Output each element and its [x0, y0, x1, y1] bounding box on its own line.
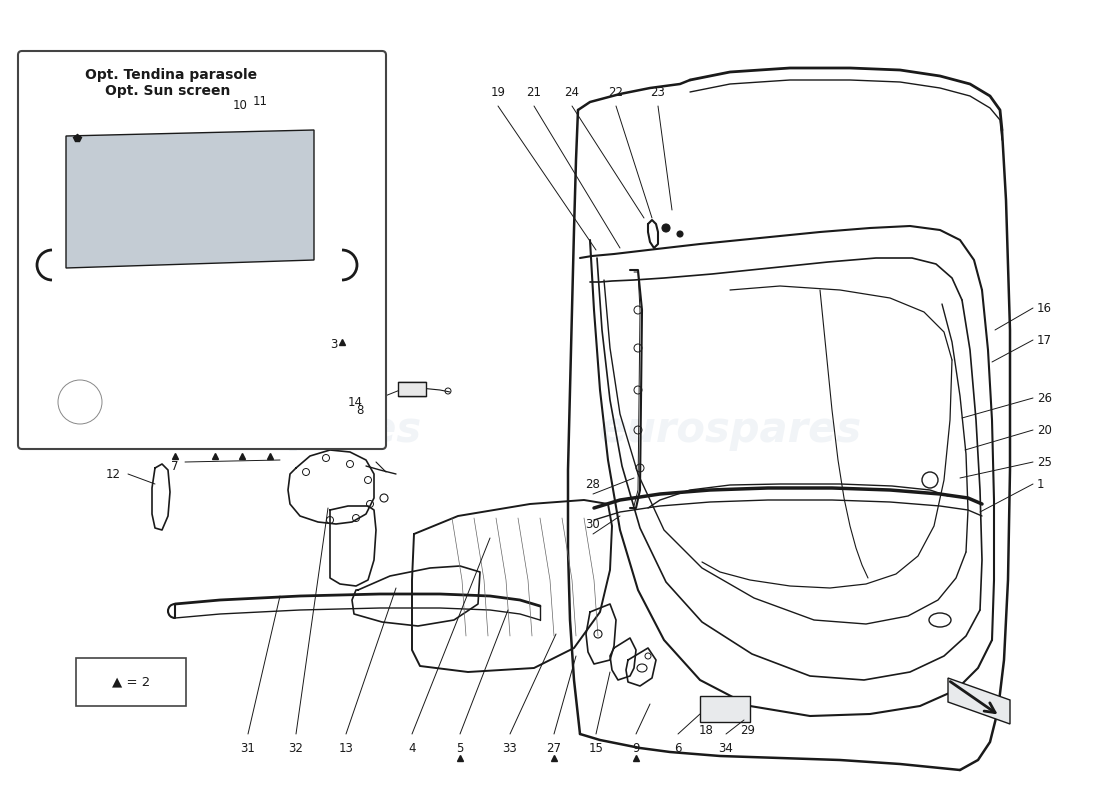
Text: 30: 30 [585, 518, 601, 530]
FancyBboxPatch shape [700, 696, 750, 722]
Text: 31: 31 [241, 742, 255, 754]
Text: 14: 14 [348, 395, 363, 409]
Text: 15: 15 [588, 742, 604, 754]
FancyBboxPatch shape [18, 51, 386, 449]
Text: 9: 9 [632, 742, 640, 754]
Text: 19: 19 [491, 86, 506, 98]
Text: 1: 1 [1037, 478, 1045, 490]
Text: eurospares: eurospares [158, 409, 421, 451]
Text: Opt. Sun screen: Opt. Sun screen [104, 84, 230, 98]
Text: ▲ = 2: ▲ = 2 [112, 675, 150, 689]
Circle shape [676, 231, 683, 237]
Text: 27: 27 [547, 742, 561, 754]
Text: 22: 22 [608, 86, 624, 98]
Text: 18: 18 [698, 723, 714, 737]
Text: 6: 6 [674, 742, 682, 754]
Circle shape [662, 224, 670, 232]
Text: 16: 16 [1037, 302, 1052, 314]
Text: 25: 25 [1037, 455, 1052, 469]
Text: 12: 12 [106, 467, 121, 481]
Text: eurospares: eurospares [598, 409, 861, 451]
Polygon shape [66, 130, 314, 268]
Text: 11: 11 [253, 95, 267, 108]
Text: 34: 34 [718, 742, 734, 754]
Text: 21: 21 [527, 86, 541, 98]
Text: 23: 23 [650, 86, 666, 98]
Text: 3: 3 [331, 338, 338, 350]
Text: 17: 17 [1037, 334, 1052, 346]
Text: 26: 26 [1037, 391, 1052, 405]
Text: 5: 5 [456, 742, 464, 754]
Polygon shape [948, 678, 1010, 724]
Text: 7: 7 [172, 461, 178, 474]
Text: 20: 20 [1037, 423, 1052, 437]
Text: 24: 24 [564, 86, 580, 98]
Text: 29: 29 [740, 723, 756, 737]
Text: 8: 8 [356, 403, 364, 417]
Text: 32: 32 [288, 742, 304, 754]
Text: 33: 33 [503, 742, 517, 754]
Text: 10: 10 [232, 99, 248, 112]
Text: Opt. Tendina parasole: Opt. Tendina parasole [85, 68, 257, 82]
FancyBboxPatch shape [76, 658, 186, 706]
Text: 28: 28 [585, 478, 601, 490]
Text: 4: 4 [408, 742, 416, 754]
FancyBboxPatch shape [398, 382, 426, 396]
Text: 13: 13 [339, 742, 353, 754]
